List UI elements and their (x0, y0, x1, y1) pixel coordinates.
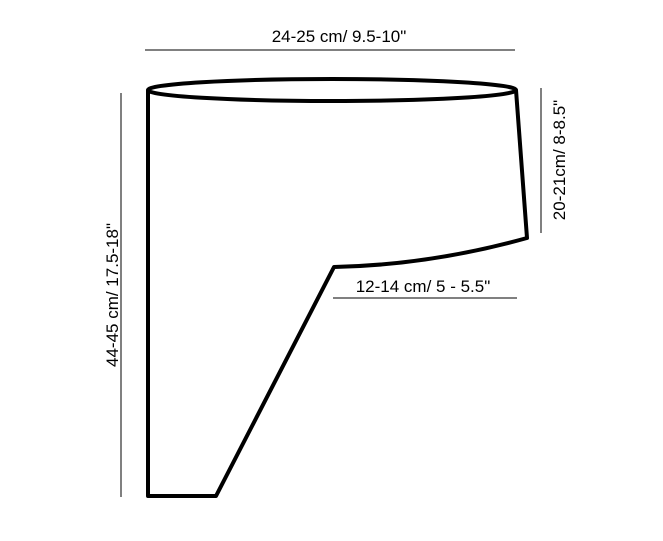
inner-width-label: 12-14 cm/ 5 - 5.5" (356, 277, 491, 296)
left-height-label: 44-45 cm/ 17.5-18" (103, 223, 122, 367)
right-height-label: 20-21cm/ 8-8.5" (550, 100, 569, 220)
top-opening-ellipse (146, 77, 518, 103)
garment-outline (146, 89, 529, 498)
top-width-label: 24-25 cm/ 9.5-10" (272, 27, 407, 46)
